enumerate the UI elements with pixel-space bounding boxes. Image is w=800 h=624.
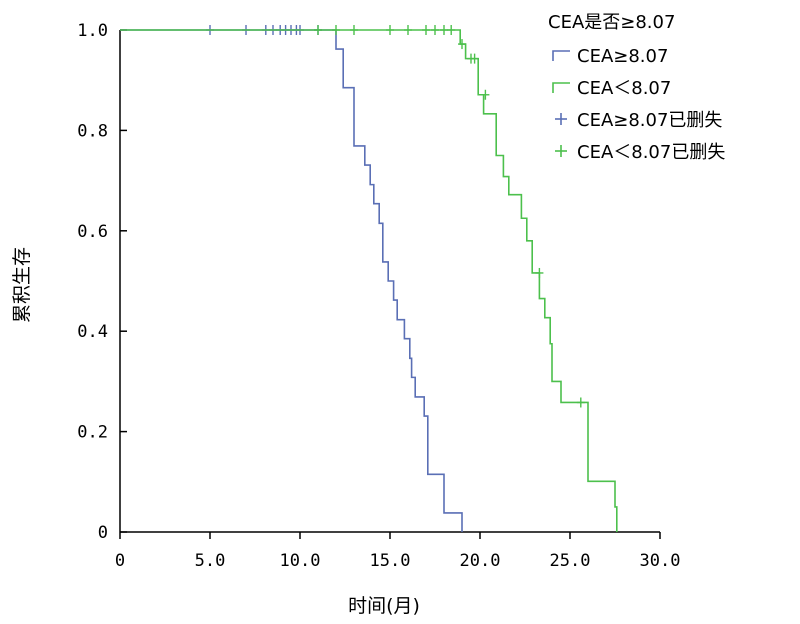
legend-line-swatch [552,82,570,93]
y-tick-label: 0.2 [77,423,108,443]
legend-label: CEA＜8.07 [577,78,671,99]
legend-label: CEA≥8.07 [577,46,668,67]
legend-title: CEA是否≥8.07 [548,12,675,33]
censor-mark [350,25,358,35]
series-layer [120,25,618,532]
censor-mark [440,25,448,35]
x-tick-label: 25.0 [550,551,591,571]
legend-line-swatch [552,50,570,61]
legend-entries: CEA≥8.07 CEA＜8.07 CEA≥8.07已删失 CEA＜8.07已删失 [552,46,725,163]
censor-mark [431,25,439,35]
censor-mark [422,25,430,35]
legend: CEA是否≥8.07 CEA≥8.07CEA＜8.07CEA≥8.07已删失CE… [548,12,725,163]
censor-mark [481,89,490,100]
y-tick-label: 0.6 [77,222,108,242]
censor-mark [386,25,394,35]
censor-mark [576,397,585,408]
y-ticks: 0 0.2 0.4 0.6 0.8 1.0 [77,21,127,543]
y-axis-title: 累积生存 [11,247,33,323]
legend-entry: CEA＜8.07 [552,78,671,99]
y-tick-label: 0.4 [77,322,108,342]
y-tick-label: 1.0 [77,21,108,41]
y-tick-label: 0.8 [77,121,108,141]
survival-curve-series-1 [120,29,618,532]
legend-label: CEA＜8.07已删失 [577,142,725,163]
censor-mark [458,39,466,50]
y-tick-label: 0 [98,523,108,543]
censor-mark [447,25,456,35]
x-tick-label: 20.0 [460,551,501,571]
x-tick-label: 30.0 [640,551,681,571]
x-axis-title: 时间(月) [348,595,420,617]
censor-mark [332,25,340,35]
legend-entry: CEA＜8.07已删失 [555,142,725,163]
legend-entry: CEA≥8.07已删失 [555,110,722,131]
censor-mark [535,267,544,278]
x-tick-label: 10.0 [280,551,321,571]
x-tick-label: 15.0 [370,551,411,571]
x-tick-label: 0 [115,551,125,571]
censor-mark [314,25,322,35]
x-ticks: 0 5.0 10.0 15.0 20.0 25.0 30.0 [115,532,681,571]
legend-entry: CEA≥8.07 [552,46,668,67]
censor-mark [470,53,479,64]
x-tick-label: 5.0 [195,551,226,571]
survival-curve-series-0 [120,29,463,532]
censor-mark [404,25,412,35]
legend-label: CEA≥8.07已删失 [577,110,722,131]
